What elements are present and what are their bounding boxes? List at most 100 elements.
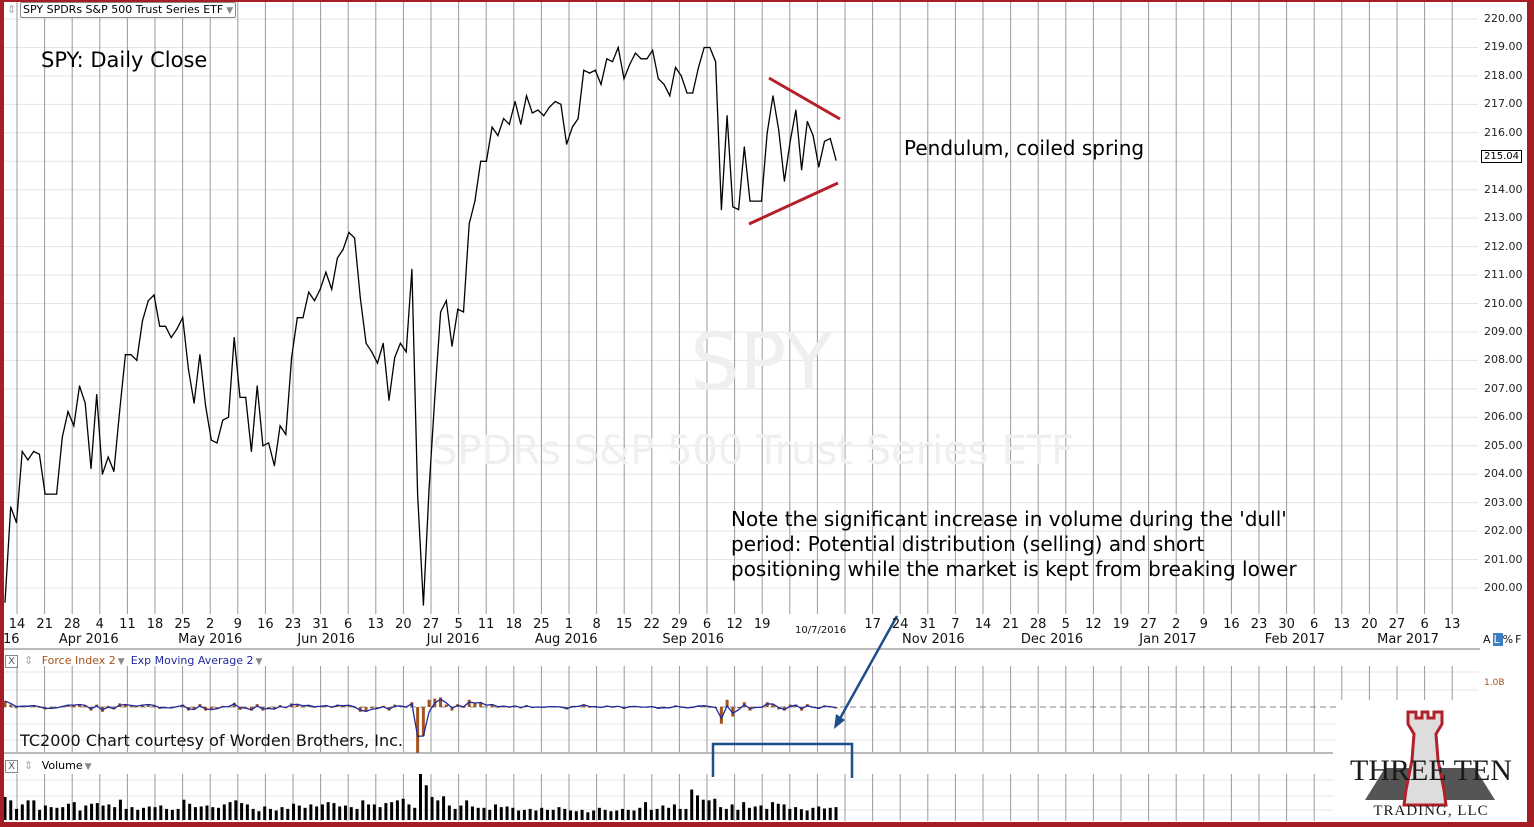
price-point xyxy=(159,325,161,327)
volume-bar xyxy=(701,799,705,820)
volume-bar xyxy=(776,803,780,820)
volume-bar xyxy=(724,808,728,820)
price-point xyxy=(663,83,665,86)
volume-bar xyxy=(193,807,197,820)
price-point xyxy=(290,356,293,359)
volume-bar xyxy=(349,807,353,820)
price-point xyxy=(783,180,786,182)
date-tick-label: 14 xyxy=(974,617,992,632)
volume-bar xyxy=(72,802,76,820)
month-label: Nov 2016 xyxy=(902,632,965,647)
price-point xyxy=(119,411,121,413)
price-point xyxy=(566,143,568,145)
chevron-down-icon[interactable]: ▼ xyxy=(117,657,125,667)
price-tick-label: 211.00 xyxy=(1484,268,1523,282)
price-point xyxy=(268,442,270,444)
volume-bar xyxy=(326,802,330,820)
price-point xyxy=(38,453,40,455)
volume-bar xyxy=(620,808,624,820)
volume-bar xyxy=(274,810,278,820)
month-label: Feb 2017 xyxy=(1264,632,1325,647)
close-panel-icon[interactable]: X xyxy=(5,759,18,773)
scale-log-button[interactable]: L xyxy=(1492,633,1503,646)
month-label: Apr 2016 xyxy=(58,632,119,647)
volume-bar xyxy=(661,805,665,820)
price-point xyxy=(130,354,132,356)
price-point xyxy=(348,231,350,233)
volume-bar xyxy=(499,807,503,820)
price-point xyxy=(674,66,677,68)
volume-bar xyxy=(413,807,417,820)
force-index-label[interactable]: Force Index 2 xyxy=(41,654,116,667)
price-point xyxy=(634,52,637,54)
volume-bar xyxy=(66,803,70,820)
volume-bar xyxy=(805,810,809,820)
ema-label[interactable]: Exp Moving Average 2 xyxy=(130,654,254,667)
volume-bar xyxy=(817,806,821,820)
volume-bar xyxy=(251,808,255,820)
price-point xyxy=(376,362,379,364)
price-point xyxy=(812,135,814,137)
volume-bar xyxy=(367,804,371,820)
scale-f-button[interactable]: F xyxy=(1515,633,1524,646)
date-tick-label: 13 xyxy=(1443,617,1461,632)
volume-bar xyxy=(332,803,336,820)
force-bar xyxy=(490,704,494,707)
price-point xyxy=(697,66,700,68)
scale-percent-button[interactable]: % xyxy=(1502,633,1516,646)
volume-bar xyxy=(320,804,324,820)
volume-bar xyxy=(43,805,47,820)
date-tick-label: 25 xyxy=(174,617,191,632)
date-tick-label: 30 xyxy=(1278,617,1295,632)
date-tick-label: 6 xyxy=(1420,617,1429,632)
date-tick-label: 28 xyxy=(1029,617,1047,632)
price-point xyxy=(44,493,46,495)
price-tick-label: 203.00 xyxy=(1484,495,1523,509)
volume-bar xyxy=(176,808,180,820)
drag-handle-icon[interactable]: ⇕ xyxy=(7,3,17,16)
scale-arith-button[interactable]: A xyxy=(1483,633,1493,646)
force-bar xyxy=(152,705,156,707)
volume-bar xyxy=(736,809,740,820)
price-point xyxy=(611,61,614,63)
date-tick-label: 5 xyxy=(1061,617,1070,632)
volume-bar xyxy=(343,805,347,820)
price-tick-label: 218.00 xyxy=(1484,68,1523,82)
close-panel-icon[interactable]: X xyxy=(5,654,18,668)
price-point xyxy=(331,288,333,290)
volume-bar xyxy=(482,807,486,820)
volume-bar xyxy=(147,806,151,820)
price-line xyxy=(4,45,837,606)
force-bar xyxy=(376,707,380,709)
force-bar xyxy=(215,707,219,709)
price-point xyxy=(474,200,476,202)
volume-bar xyxy=(20,804,24,820)
price-tick-label: 209.00 xyxy=(1484,324,1523,338)
volume-bar xyxy=(205,805,209,820)
volume-label[interactable]: Volume xyxy=(41,759,83,772)
price-point xyxy=(703,46,705,49)
chevron-down-icon[interactable]: ▼ xyxy=(255,657,263,667)
volume-bar xyxy=(788,808,792,820)
price-point xyxy=(4,601,6,603)
price-point xyxy=(33,450,35,453)
volume-panel xyxy=(3,774,838,820)
price-point xyxy=(353,237,356,239)
volume-bar xyxy=(361,800,365,820)
chevron-down-icon[interactable]: ▼ xyxy=(84,762,92,772)
drag-handle-icon[interactable]: ⇕ xyxy=(24,759,34,772)
volume-bar xyxy=(522,809,526,820)
price-point xyxy=(422,604,424,606)
volume-bar xyxy=(822,808,826,820)
volume-bar xyxy=(476,807,480,820)
volume-bar xyxy=(453,808,457,820)
price-point xyxy=(594,69,596,71)
volume-bar xyxy=(199,806,203,820)
volume-bar xyxy=(638,807,642,820)
symbol-selector[interactable]: ⇕ SPY SPDRs S&P 500 Trust Series ETF ▼ xyxy=(7,2,237,18)
drag-handle-icon[interactable]: ⇕ xyxy=(24,654,34,667)
price-tick-label: 214.00 xyxy=(1484,182,1523,196)
force-bar xyxy=(427,699,431,707)
month-label: Dec 2016 xyxy=(1020,632,1084,647)
force-panel-header: X ⇕ Force Index 2 ▼ Exp Moving Average 2 ▼ xyxy=(5,654,268,668)
